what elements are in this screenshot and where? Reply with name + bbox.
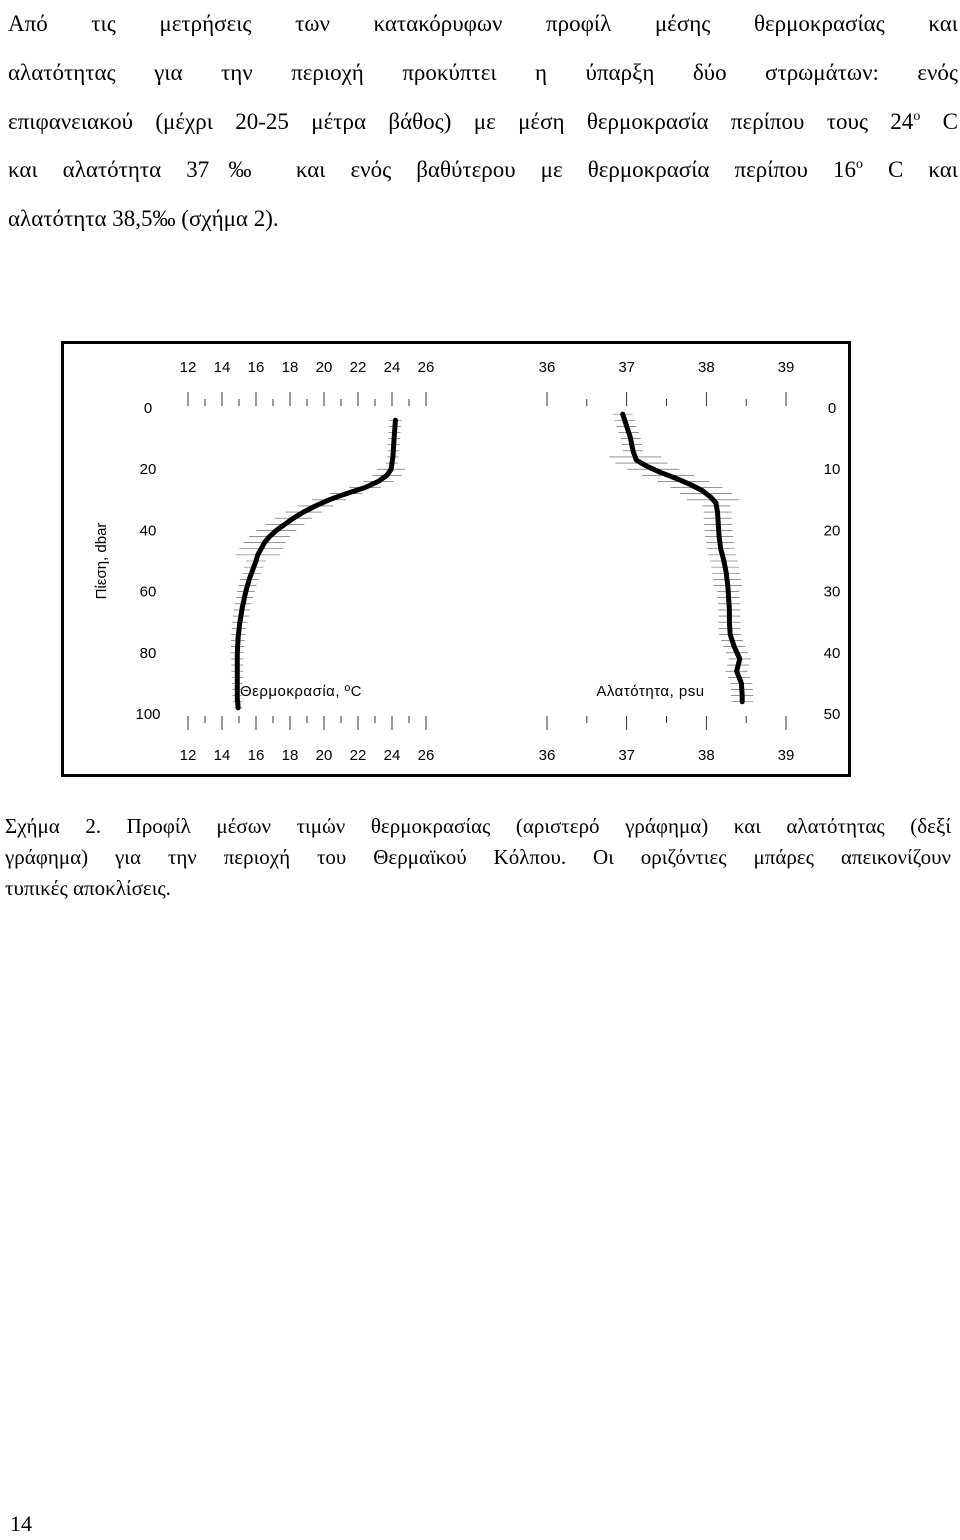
salinity-bottom-tick-label: 39: [778, 747, 795, 764]
temperature-bottom-tick-label: 22: [350, 747, 367, 764]
intro-line-3-tail: C: [920, 108, 958, 134]
salinity-axis-title: Αλατότητα, psu: [596, 683, 704, 700]
y-tick-label-left: 20: [140, 461, 157, 478]
salinity-top-tick-label: 38: [698, 359, 715, 376]
temperature-bottom-tick-label: 20: [316, 747, 333, 764]
y-tick-label-left: 0: [144, 400, 152, 417]
degree-superscript: ο: [913, 108, 921, 124]
temperature-bottom-tick-label: 26: [418, 747, 435, 764]
salinity-profile-line: [620, 411, 745, 705]
caption-line-3: τυπικές αποκλίσεις.: [5, 876, 171, 900]
salinity-bottom-tick-label: 37: [618, 747, 635, 764]
temperature-axis-title: Θερμοκρασία, ºC: [240, 683, 362, 700]
profiles-chart: 0 20 40 60 80 100 0 10 20 30 40 50 Πίεση, dbar 12 12 14…: [93, 359, 841, 764]
temperature-bottom-tick-label: 16: [248, 747, 265, 764]
intro-line-4: και αλατότητα 37‰ και ενός βαθύτερου με …: [8, 146, 958, 195]
intro-paragraph: Από τις μετρήσεις των κατακόρυφων προφίλ…: [8, 0, 958, 244]
salinity-top-tick-label: 39: [778, 359, 795, 376]
temperature-top-tick-label: 22: [350, 359, 367, 376]
temperature-top-tick-label: 14: [214, 359, 231, 376]
temperature-bottom-tick-label: 18: [282, 747, 299, 764]
temperature-top-tick-label: 12: [180, 359, 197, 376]
temperature-bottom-tick-label: 24: [384, 747, 401, 764]
caption-line-2: γράφημα) για την περιοχή του Θερμαϊκού Κ…: [5, 845, 951, 869]
degree-superscript: ο: [855, 157, 863, 173]
y-tick-label-right: 50: [824, 706, 841, 723]
temperature-profile-line: [234, 417, 398, 711]
intro-line-4-tail: C και: [862, 157, 958, 183]
salinity-bottom-tick-label: 38: [698, 747, 715, 764]
temperature-top-tick-label: 18: [282, 359, 299, 376]
salinity-top-tick-label: 37: [618, 359, 635, 376]
intro-line-5: αλατότητα 38,5‰ (σχήμα 2).: [8, 206, 279, 232]
temperature-top-tick-label: 26: [418, 359, 435, 376]
y-tick-label-left: 60: [140, 584, 157, 601]
temperature-bottom-tick-label: 12: [180, 747, 197, 764]
intro-line-4-text: και αλατότητα 37‰ και ενός βαθύτερου με …: [8, 157, 856, 183]
y-tick-label-left: 40: [140, 522, 157, 539]
y-tick-label-right: 30: [824, 584, 841, 601]
intro-line-2: αλατότητας για την περιοχή προκύπτει η ύ…: [8, 59, 958, 85]
y-tick-label-left: 100: [135, 706, 160, 723]
caption-line-1: Σχήμα 2. Προφίλ μέσων τιμών θερμοκρασίας…: [5, 814, 951, 838]
figure-2-frame: 0 20 40 60 80 100 0 10 20 30 40 50 Πίεση, dbar 12 12 14…: [61, 341, 851, 777]
temperature-top-tick-label: 20: [316, 359, 333, 376]
salinity-top-tick-label: 36: [539, 359, 556, 376]
y-tick-label-right: 10: [824, 461, 841, 478]
temperature-bottom-tick-label: 14: [214, 747, 231, 764]
y-tick-label-left: 80: [140, 645, 157, 662]
y-tick-label-right: 20: [824, 522, 841, 539]
page-number: 14: [10, 1511, 32, 1536]
y-axis-title: Πίεση, dbar: [93, 523, 110, 600]
y-tick-label-right: 40: [824, 645, 841, 662]
salinity-bottom-tick-label: 36: [539, 747, 556, 764]
intro-line-3-text: επιφανειακού (μέχρι 20-25 μέτρα βάθος) μ…: [8, 108, 914, 134]
y-tick-label-right: 0: [828, 400, 836, 417]
temperature-top-tick-label: 16: [248, 359, 265, 376]
intro-line-1: Από τις μετρήσεις των κατακόρυφων προφίλ…: [8, 11, 958, 36]
temperature-top-tick-label: 24: [384, 359, 401, 376]
intro-line-3: επιφανειακού (μέχρι 20-25 μέτρα βάθος) μ…: [8, 98, 958, 147]
figure-caption: Σχήμα 2. Προφίλ μέσων τιμών θερμοκρασίας…: [5, 811, 951, 904]
